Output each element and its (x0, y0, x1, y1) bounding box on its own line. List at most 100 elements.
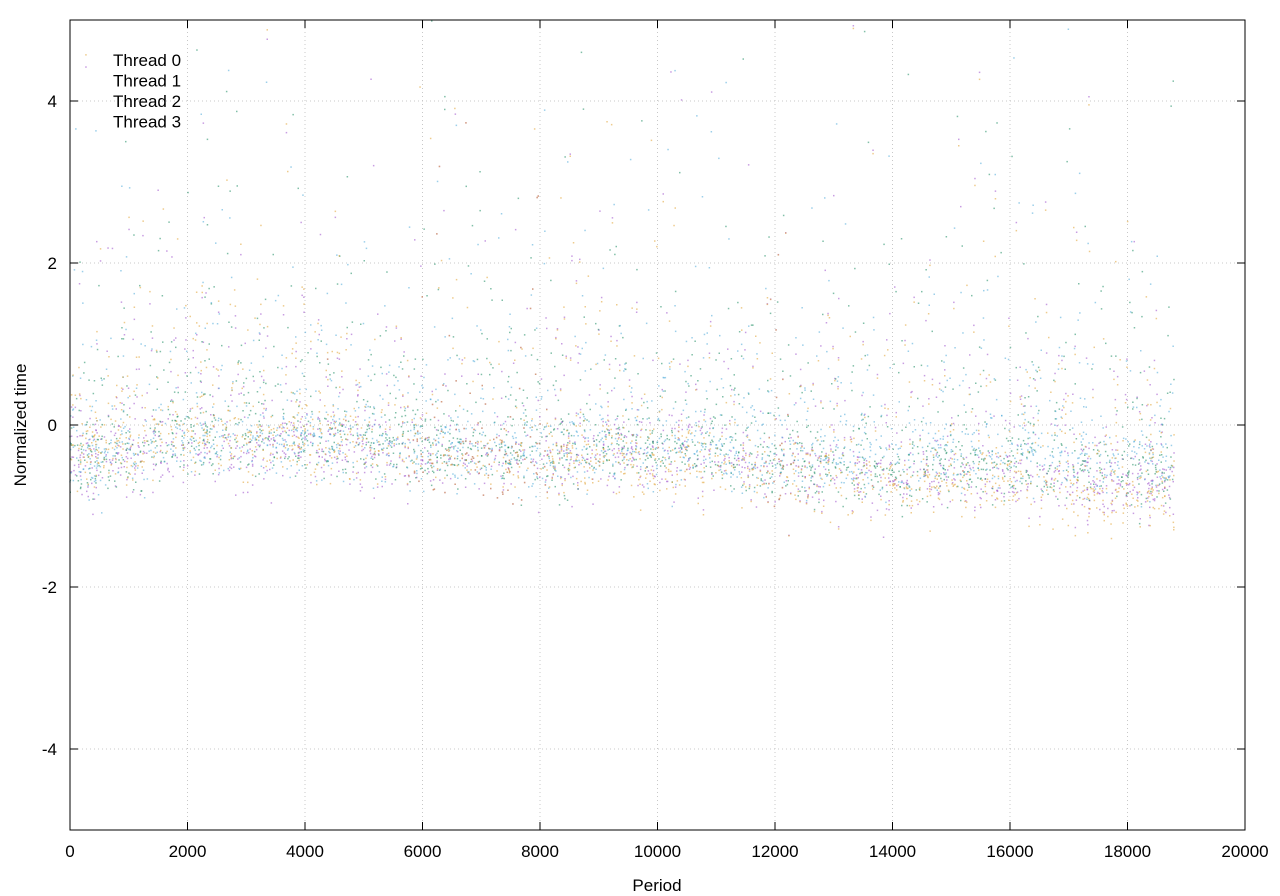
data-point (800, 468, 803, 470)
data-point (477, 443, 479, 445)
data-point (1035, 405, 1038, 407)
data-point (687, 426, 690, 429)
data-point (284, 455, 287, 458)
data-point (789, 448, 791, 450)
data-point (151, 337, 154, 339)
data-point (714, 463, 717, 466)
data-point (1084, 460, 1087, 463)
data-point (297, 444, 299, 447)
data-point (97, 438, 99, 441)
data-point (662, 429, 665, 432)
data-point (292, 113, 294, 116)
data-point (852, 365, 855, 367)
data-point (407, 503, 409, 505)
data-point (1154, 466, 1157, 469)
data-point (731, 388, 733, 391)
data-point (847, 466, 850, 468)
data-point (127, 396, 129, 399)
data-point (706, 332, 708, 334)
data-point (1040, 446, 1042, 448)
data-point (95, 482, 97, 484)
data-point (674, 305, 676, 307)
data-point (605, 421, 607, 423)
data-point (95, 475, 97, 478)
data-point (977, 391, 980, 393)
data-point (653, 475, 656, 477)
data-point (168, 221, 170, 223)
data-point (768, 446, 770, 449)
data-point (908, 485, 910, 487)
data-point (1139, 441, 1141, 443)
data-point (904, 339, 906, 342)
data-point (457, 416, 459, 418)
data-point (456, 437, 459, 440)
data-point (490, 288, 492, 290)
data-point (681, 428, 683, 431)
data-point (709, 427, 711, 430)
data-point (805, 419, 808, 421)
data-point (408, 376, 410, 378)
data-point (339, 430, 341, 432)
data-point (298, 469, 300, 471)
data-point (635, 458, 637, 461)
data-point (1116, 441, 1119, 443)
data-point (1025, 471, 1028, 473)
data-point (837, 526, 840, 528)
data-point (1080, 441, 1082, 443)
data-point (1073, 433, 1075, 435)
data-point (539, 416, 541, 418)
data-point (359, 434, 361, 436)
data-point (123, 466, 125, 468)
data-point (1100, 485, 1102, 487)
data-point (357, 435, 359, 438)
data-point (347, 420, 350, 423)
data-point (225, 90, 228, 93)
data-point (293, 451, 296, 454)
data-point (688, 385, 690, 387)
data-point (263, 442, 265, 444)
data-point (234, 438, 236, 441)
data-point (198, 473, 201, 475)
data-point (566, 452, 568, 454)
data-point (605, 453, 608, 455)
data-point (511, 424, 513, 427)
data-point (236, 423, 239, 426)
data-point (1028, 451, 1031, 454)
data-point (1088, 499, 1091, 501)
data-point (945, 476, 948, 478)
data-point (747, 392, 750, 394)
data-point (821, 510, 823, 513)
data-point (799, 500, 801, 502)
data-point (1169, 468, 1171, 471)
data-point (1123, 450, 1126, 453)
data-point (844, 446, 846, 448)
data-point (913, 419, 916, 421)
data-point (762, 480, 764, 482)
data-point (554, 388, 556, 391)
data-point (523, 334, 526, 336)
data-point (449, 424, 452, 427)
data-point (563, 453, 565, 455)
data-point (975, 448, 978, 451)
data-point (971, 294, 973, 297)
data-point (980, 385, 982, 388)
data-point (330, 379, 333, 382)
data-point (715, 359, 717, 361)
data-point (1102, 285, 1104, 288)
data-point (520, 418, 522, 420)
data-point (567, 442, 569, 444)
data-point (452, 336, 455, 338)
data-point (447, 389, 449, 392)
data-point (1054, 434, 1056, 436)
data-point (592, 437, 595, 440)
data-point (834, 378, 837, 380)
data-point (778, 460, 780, 463)
data-point (385, 454, 388, 456)
data-point (686, 449, 688, 452)
data-point (124, 443, 127, 445)
data-point (804, 476, 806, 478)
data-point (1056, 424, 1058, 427)
data-point (401, 460, 404, 462)
data-point (1105, 462, 1108, 464)
data-point (1105, 485, 1108, 487)
